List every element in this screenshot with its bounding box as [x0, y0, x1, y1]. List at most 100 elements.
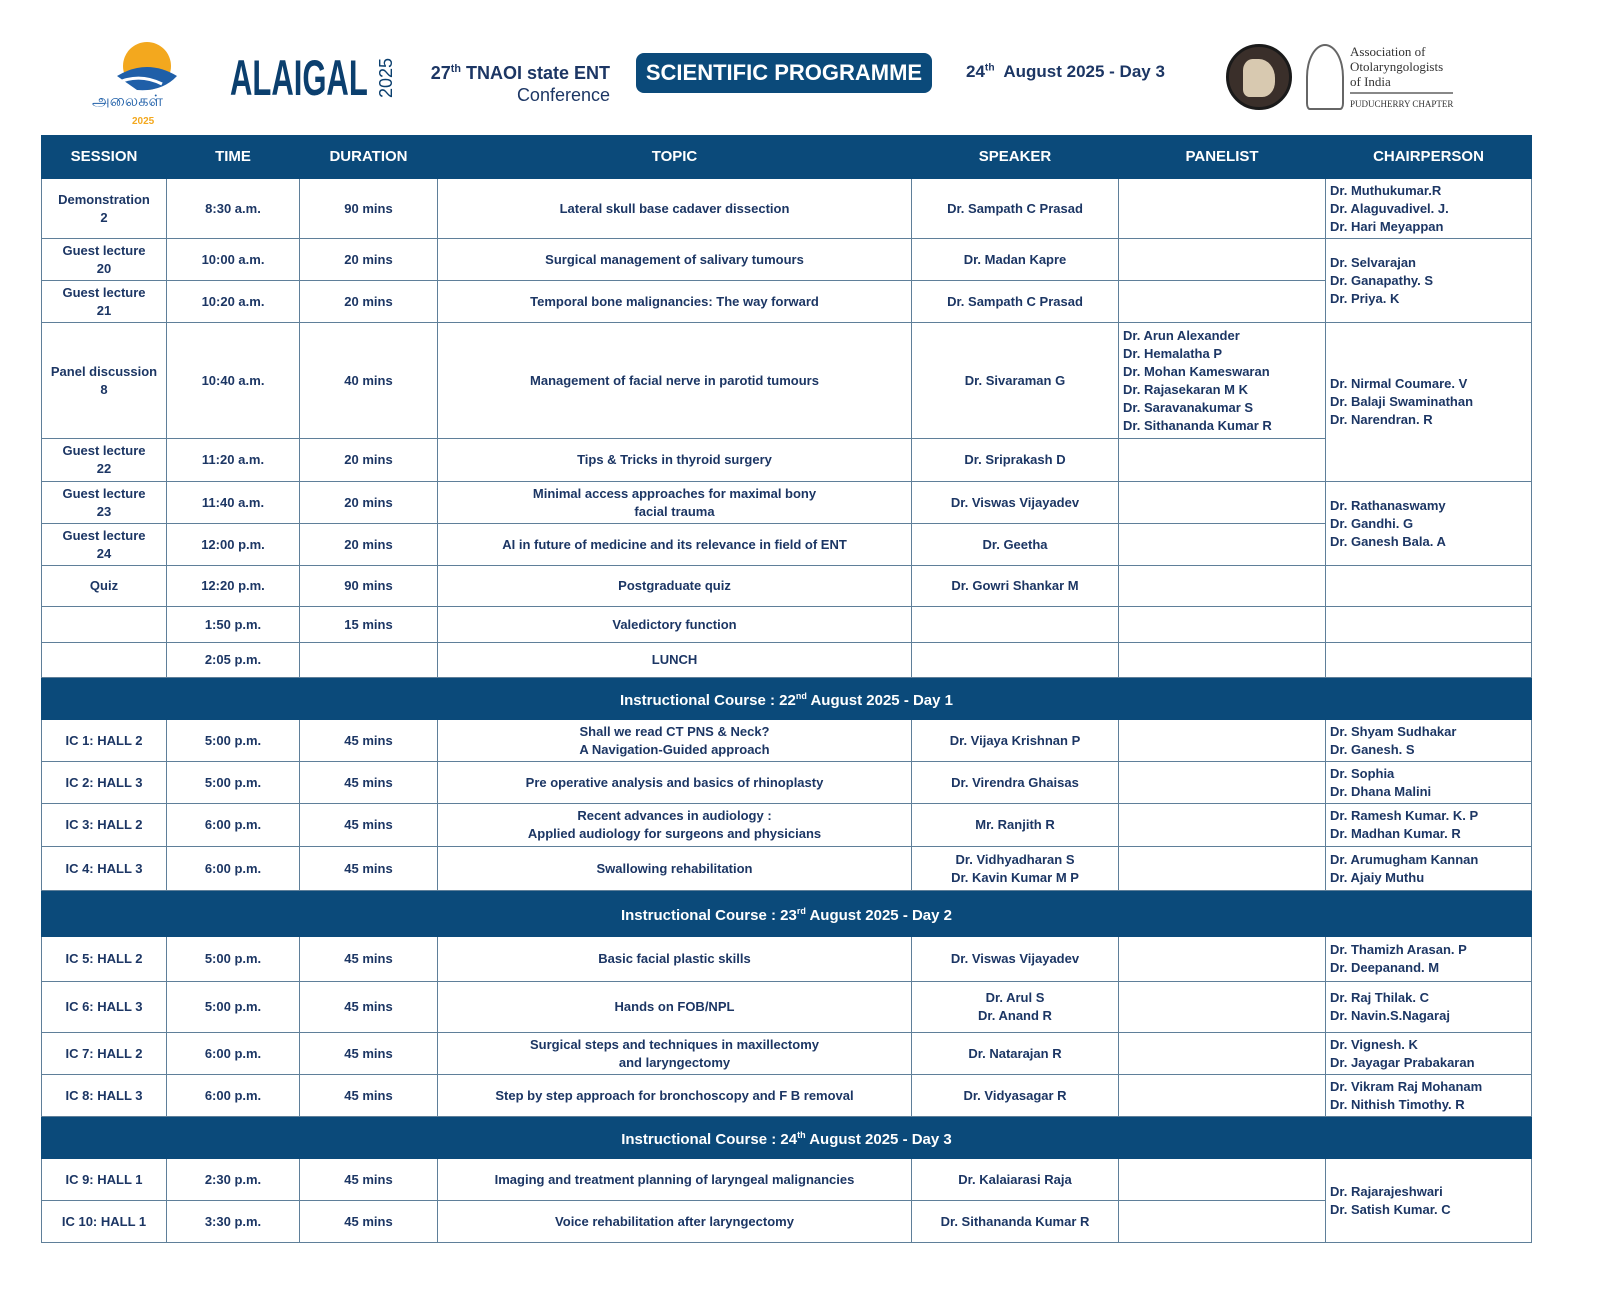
duration-cell: 45 mins: [299, 719, 438, 762]
speaker-cell: Dr. Viswas Vijayadev: [911, 481, 1119, 524]
chairperson-cell: Dr. Ramesh Kumar. K. P Dr. Madhan Kumar.…: [1325, 803, 1532, 847]
topic-cell: Surgical management of salivary tumours: [437, 238, 912, 281]
session-cell: Guest lecture 24: [41, 523, 167, 566]
section-banner: Instructional Course : 23rd August 2025 …: [41, 890, 1532, 937]
column-header-session: SESSION: [41, 135, 167, 179]
chairperson-cell: [1325, 606, 1532, 643]
chairperson-cell: Dr. Thamizh Arasan. P Dr. Deepanand. M: [1325, 936, 1532, 982]
table-row: Guest lecture 22 11:20 a.m. 20 mins Tips & …: [41, 438, 1532, 482]
chairperson-cell: Dr. Vignesh. K Dr. Jayagar Prabakaran: [1325, 1032, 1532, 1075]
duration-cell: 45 mins: [299, 1032, 438, 1075]
chairperson-cell: Dr. Raj Thilak. C Dr. Navin.S.Nagaraj: [1325, 981, 1532, 1033]
table-row: IC 8: HALL 3 6:00 p.m. 45 mins Step by step…: [41, 1074, 1532, 1117]
time-cell: 10:00 a.m.: [166, 238, 300, 281]
duration-cell: 45 mins: [299, 1200, 438, 1243]
speaker-cell: Dr. Sampath C Prasad: [911, 178, 1119, 239]
topic-cell: Step by step approach for bronchoscopy a…: [437, 1074, 912, 1117]
topic-cell: Imaging and treatment planning of laryng…: [437, 1158, 912, 1201]
panelist-cell: [1118, 1200, 1326, 1243]
topic-cell: Recent advances in audiology : Applied a…: [437, 803, 912, 847]
section-title-pre: Instructional Course : 24: [621, 1131, 798, 1148]
time-cell: 12:20 p.m.: [166, 565, 300, 607]
session-cell: IC 9: HALL 1: [41, 1158, 167, 1201]
chairperson-cell: Dr. Rajarajeshwari Dr. Satish Kumar. C: [1325, 1158, 1532, 1243]
time-cell: 5:00 p.m.: [166, 936, 300, 982]
panelist-cell: [1118, 1032, 1326, 1075]
chairperson-cell: Dr. Rathanaswamy Dr. Gandhi. G Dr. Ganes…: [1325, 481, 1532, 566]
panelist-cell: [1118, 280, 1326, 323]
speaker-cell: Dr. Kalaiarasi Raja: [911, 1158, 1119, 1201]
session-cell: IC 6: HALL 3: [41, 981, 167, 1033]
time-cell: 3:30 p.m.: [166, 1200, 300, 1243]
panelist-cell: Dr. Arun Alexander Dr. Hemalatha P Dr. M…: [1118, 322, 1326, 439]
aoi-logo-text: Association of Otolaryngologists of Indi…: [1350, 44, 1454, 112]
speaker-cell: Dr. Sivaraman G: [911, 322, 1119, 439]
section-title-sup: rd: [796, 906, 806, 916]
session-cell: IC 7: HALL 2: [41, 1032, 167, 1075]
panelist-cell: [1118, 565, 1326, 607]
topic-cell: Management of facial nerve in parotid tu…: [437, 322, 912, 439]
panelist-cell: [1118, 761, 1326, 804]
speaker-cell: Dr. Gowri Shankar M: [911, 565, 1119, 607]
duration-cell: 45 mins: [299, 1074, 438, 1117]
section-title: Instructional Course : 22nd August 2025 …: [41, 677, 1532, 720]
page-header: அலைகள் 2025 ALAIGAL 2025 27th TNAOI stat…: [0, 0, 1600, 130]
speaker-cell: Dr. Natarajan R: [911, 1032, 1119, 1075]
duration-cell: 20 mins: [299, 523, 438, 566]
aoi-line2: Otolaryngologists: [1350, 59, 1444, 74]
table-row: IC 6: HALL 3 5:00 p.m. 45 mins Hands on FOB…: [41, 981, 1532, 1033]
table-row: Panel discussion 8 10:40 a.m. 40 mins Manag…: [41, 322, 1532, 482]
section-banner: Instructional Course : 24th August 2025 …: [41, 1116, 1532, 1159]
session-cell: IC 10: HALL 1: [41, 1200, 167, 1243]
table-row: IC 4: HALL 3 6:00 p.m. 45 mins Swallowing r…: [41, 846, 1532, 891]
duration-cell: 45 mins: [299, 981, 438, 1033]
table-row: IC 5: HALL 2 5:00 p.m. 45 mins Basic facial…: [41, 936, 1532, 982]
duration-cell: 20 mins: [299, 280, 438, 323]
duration-cell: 90 mins: [299, 178, 438, 239]
panelist-cell: [1118, 238, 1326, 281]
conference-number: 27: [430, 63, 451, 83]
column-header-chairperson: CHAIRPERSON: [1325, 135, 1532, 179]
topic-cell: Temporal bone malignancies: The way forw…: [437, 280, 912, 323]
speaker-cell: [911, 642, 1119, 678]
time-cell: 8:30 a.m.: [166, 178, 300, 239]
panelist-cell: [1118, 1158, 1326, 1201]
time-cell: 1:50 p.m.: [166, 606, 300, 643]
chairperson-cell: Dr. Selvarajan Dr. Ganapathy. S Dr. Priy…: [1325, 238, 1532, 323]
section-title: Instructional Course : 24th August 2025 …: [41, 1116, 1532, 1159]
topic-cell: Valedictory function: [437, 606, 912, 643]
speaker-cell: Dr. Vidyasagar R: [911, 1074, 1119, 1117]
date-rest: August 2025 - Day 3: [994, 62, 1165, 81]
session-cell: IC 8: HALL 3: [41, 1074, 167, 1117]
time-cell: 2:30 p.m.: [166, 1158, 300, 1201]
topic-cell: Surgical steps and techniques in maxille…: [437, 1032, 912, 1075]
session-cell: IC 4: HALL 3: [41, 846, 167, 891]
panelist-cell: [1118, 936, 1326, 982]
column-header-panelist: PANELIST: [1118, 135, 1326, 179]
table-row: IC 10: HALL 1 3:30 p.m. 45 mins Voice rehab…: [41, 1200, 1532, 1243]
section-title-pre: Instructional Course : 22: [619, 692, 796, 709]
table-row: Demonstration 2 8:30 a.m. 90 mins Lateral s…: [41, 178, 1532, 239]
section-title-post: August 2025 - Day 1: [806, 692, 954, 709]
duration-cell: [299, 642, 438, 678]
time-cell: 10:40 a.m.: [166, 322, 300, 439]
session-cell: Quiz: [41, 565, 167, 607]
time-cell: 12:00 p.m.: [166, 523, 300, 566]
session-cell: Guest lecture 23: [41, 481, 167, 524]
table-row: IC 9: HALL 1 2:30 p.m. 45 mins Imaging and …: [41, 1158, 1532, 1243]
speaker-cell: Dr. Vidhyadharan S Dr. Kavin Kumar M P: [911, 846, 1119, 891]
duration-cell: 20 mins: [299, 438, 438, 482]
conference-title: 27th TNAOI state ENT Conference: [420, 58, 610, 106]
programme-date: 24th August 2025 - Day 3: [966, 62, 1165, 82]
session-cell: IC 3: HALL 2: [41, 803, 167, 847]
speaker-cell: Dr. Sithananda Kumar R: [911, 1200, 1119, 1243]
speaker-cell: Dr. Vijaya Krishnan P: [911, 719, 1119, 762]
duration-cell: 45 mins: [299, 1158, 438, 1201]
column-header-time: TIME: [166, 135, 300, 179]
panelist-cell: [1118, 438, 1326, 482]
alaigal-logo: அலைகள் 2025: [92, 42, 177, 125]
chairperson-cell: Dr. Nirmal Coumare. V Dr. Balaji Swamina…: [1325, 322, 1532, 482]
time-cell: 5:00 p.m.: [166, 719, 300, 762]
topic-cell: Tips & Tricks in thyroid surgery: [437, 438, 912, 482]
session-cell: IC 5: HALL 2: [41, 936, 167, 982]
